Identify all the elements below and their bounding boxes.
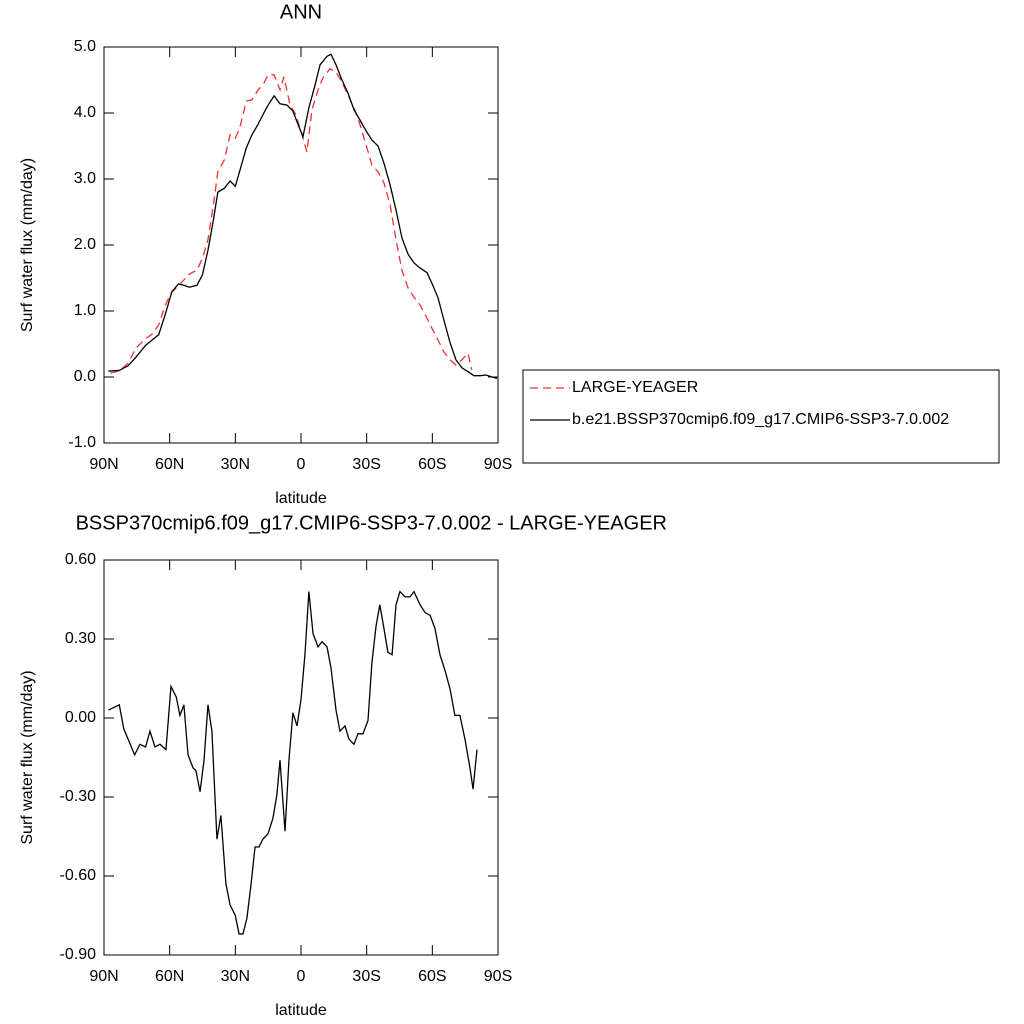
chart-title: ANN	[280, 1, 322, 23]
x-tick-label: 30S	[352, 456, 380, 473]
data-line	[108, 590, 478, 935]
y-tick-label: 0.0	[74, 368, 96, 385]
plot-frame	[103, 46, 499, 444]
x-tick-label: 60S	[418, 456, 446, 473]
x-tick-label: 60N	[155, 456, 184, 473]
y-tick-label: 0.00	[65, 709, 96, 726]
x-tick-label: 90N	[89, 456, 118, 473]
y-axis-label: Surf water flux (mm/day)	[19, 670, 36, 844]
x-tick-label: 60S	[418, 968, 446, 985]
y-tick-label: -0.60	[60, 867, 97, 884]
plot-frame	[103, 559, 499, 956]
y-tick-label: -1.0	[68, 434, 96, 451]
y-tick-label: 3.0	[74, 170, 96, 187]
y-tick-label: 1.0	[74, 302, 96, 319]
y-tick-label: 2.0	[74, 236, 96, 253]
y-tick-label: 4.0	[74, 104, 96, 121]
x-tick-label: 30S	[352, 968, 380, 985]
x-tick-label: 0	[297, 456, 306, 473]
x-tick-label: 90S	[484, 968, 512, 985]
x-tick-label: 90N	[89, 968, 118, 985]
y-tick-label: -0.90	[60, 946, 97, 963]
data-line	[108, 53, 498, 379]
x-tick-label: 30N	[221, 456, 250, 473]
x-axis-label: latitude	[275, 490, 327, 507]
y-axis-label: Surf water flux (mm/day)	[19, 158, 36, 332]
legend-label: LARGE-YEAGER	[572, 379, 698, 396]
data-line	[110, 67, 473, 374]
chart-title: BSSP370cmip6.f09_g17.CMIP6-SSP3-7.0.002 …	[76, 512, 667, 534]
y-tick-label: 5.0	[74, 38, 96, 55]
x-tick-label: 60N	[155, 968, 184, 985]
x-tick-label: 90S	[484, 456, 512, 473]
legend-box	[522, 369, 1000, 464]
x-tick-label: 0	[297, 968, 306, 985]
y-tick-label: -0.30	[60, 788, 97, 805]
legend-label: b.e21.BSSP370cmip6.f09_g17.CMIP6-SSP3-7.…	[572, 411, 949, 428]
x-axis-label: latitude	[275, 1002, 327, 1019]
x-tick-label: 30N	[221, 968, 250, 985]
y-tick-label: 0.30	[65, 630, 96, 647]
y-tick-label: 0.60	[65, 551, 96, 568]
